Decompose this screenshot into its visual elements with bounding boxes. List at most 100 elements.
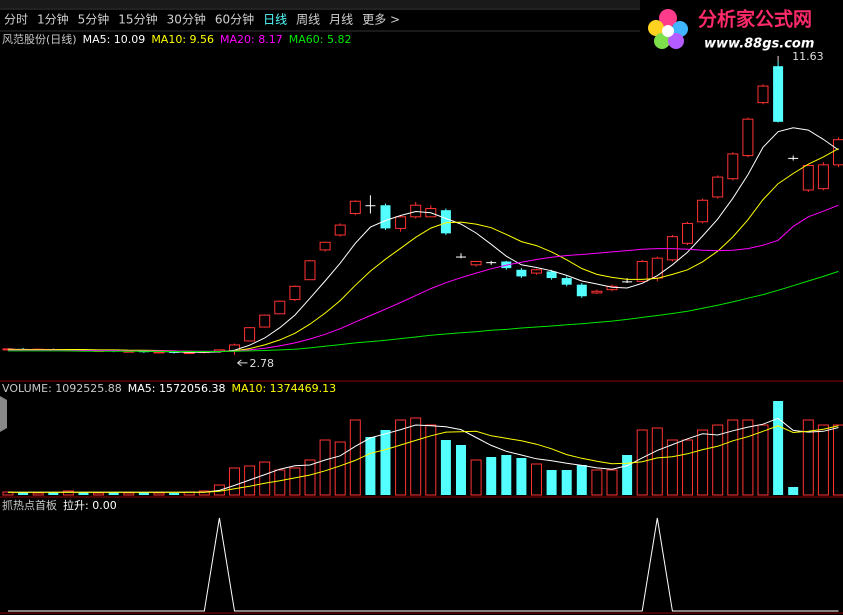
- legend-entry: MA20: 8.17: [220, 33, 283, 46]
- candle-body: [440, 210, 451, 234]
- candle-body: [651, 257, 663, 279]
- volume-bar: [138, 492, 149, 495]
- volume-bar: [576, 465, 587, 495]
- volume-bar: [651, 427, 663, 496]
- volume-bar: [802, 419, 814, 496]
- volume-bar: [304, 459, 316, 496]
- panel-title: VOLUME: 1092525.88: [2, 382, 122, 395]
- volume-bar: [682, 439, 693, 496]
- toolbar-tab[interactable]: 5分钟: [78, 12, 110, 27]
- volume-bar: [395, 419, 407, 496]
- candle-body: [274, 300, 286, 315]
- volume-bar: [319, 439, 331, 496]
- volume-bar: [108, 492, 119, 495]
- volume-bar: [32, 492, 44, 496]
- candle-body: [516, 269, 527, 277]
- ma-line: [8, 270, 839, 352]
- volume-bar: [788, 487, 799, 495]
- candle-body: [727, 153, 739, 180]
- logo-petal: [648, 20, 664, 36]
- volume-bar: [334, 441, 346, 496]
- candle-body: [259, 314, 271, 328]
- logo-petal: [668, 33, 684, 49]
- logo-url: www.88gs.com: [704, 37, 814, 52]
- volume-bar: [365, 437, 376, 495]
- volume-ma-line: [8, 425, 839, 493]
- legend-entry: MA10: 1374469.13: [231, 382, 336, 395]
- volume-bar: [833, 424, 843, 496]
- legend-entry: MA5: 10.09: [83, 33, 146, 46]
- volume-bar: [666, 439, 678, 496]
- volume-bar: [757, 424, 769, 496]
- candle-body: [334, 224, 346, 236]
- candle-body: [365, 205, 376, 207]
- logo-title: 分析家公式网: [698, 8, 812, 31]
- candle-body: [757, 85, 769, 104]
- toolbar-tab[interactable]: 更多 >: [362, 13, 400, 27]
- volume-bar: [531, 463, 542, 496]
- toolbar-tab[interactable]: 月线: [329, 13, 353, 27]
- legend-entry: MA60: 5.82: [289, 33, 352, 46]
- volume-bar: [259, 461, 271, 496]
- candle-body: [833, 139, 843, 166]
- volume-bar: [229, 467, 240, 496]
- volume-bar: [501, 455, 512, 495]
- candle-body: [456, 256, 466, 258]
- volume-bar: [198, 490, 210, 496]
- panel-tab[interactable]: [0, 396, 7, 432]
- panel-title: 抓热点首板: [2, 498, 57, 512]
- toolbar-tab[interactable]: 60分钟: [215, 12, 254, 27]
- volume-bar: [93, 492, 105, 496]
- legend-entry: MA10: 9.56: [151, 33, 214, 46]
- toolbar-tab[interactable]: 30分钟: [167, 12, 206, 27]
- candle-body: [380, 205, 391, 229]
- toolbar-tab[interactable]: 日线: [263, 13, 287, 27]
- logo: 分析家公式网 www.88gs.com: [648, 8, 814, 52]
- candle-body: [712, 176, 724, 198]
- volume-bar: [169, 493, 180, 495]
- logo-petal: [659, 9, 677, 27]
- indicator-line: [8, 517, 839, 612]
- candle-body: [304, 260, 316, 281]
- candle-body: [470, 260, 482, 266]
- candle-body: [395, 216, 407, 229]
- candle-body: [682, 222, 693, 244]
- volume-bar: [18, 492, 29, 495]
- volume-bar: [516, 458, 527, 495]
- toolbar-tab[interactable]: 分时: [4, 13, 28, 27]
- candle-body: [486, 262, 497, 264]
- candle-body: [349, 200, 361, 215]
- volume-bar: [62, 490, 74, 496]
- volume-bar: [742, 419, 754, 496]
- volume-bar: [440, 440, 451, 495]
- candle-body: [591, 290, 603, 294]
- toolbar-tab[interactable]: 周线: [296, 13, 320, 27]
- volume-bar: [153, 492, 165, 496]
- volume-bar: [712, 424, 724, 496]
- volume-bar: [561, 470, 572, 495]
- candle-body: [802, 165, 814, 191]
- candle-body: [742, 118, 754, 157]
- volume-bar: [289, 467, 301, 496]
- toolbar-tab[interactable]: 15分钟: [118, 12, 157, 27]
- volume-bar: [410, 417, 422, 496]
- volume-bar: [380, 430, 391, 495]
- candle-body: [773, 66, 784, 122]
- volume-bar: [274, 469, 286, 496]
- volume-bar: [773, 401, 784, 495]
- min-label: 2.78: [250, 357, 275, 370]
- legend-entry: MA5: 1572056.38: [128, 382, 226, 395]
- panel-title: 风范股份(日线): [2, 32, 77, 46]
- candle-body: [138, 351, 149, 353]
- volume-bar: [486, 457, 497, 495]
- volume-bar: [48, 492, 59, 495]
- candle-body: [531, 269, 542, 274]
- ma-line: [8, 148, 839, 352]
- toolbar-tab[interactable]: 1分钟: [37, 12, 69, 27]
- candle-body: [546, 271, 557, 279]
- volume-bar: [622, 455, 633, 495]
- candle-body: [817, 164, 829, 190]
